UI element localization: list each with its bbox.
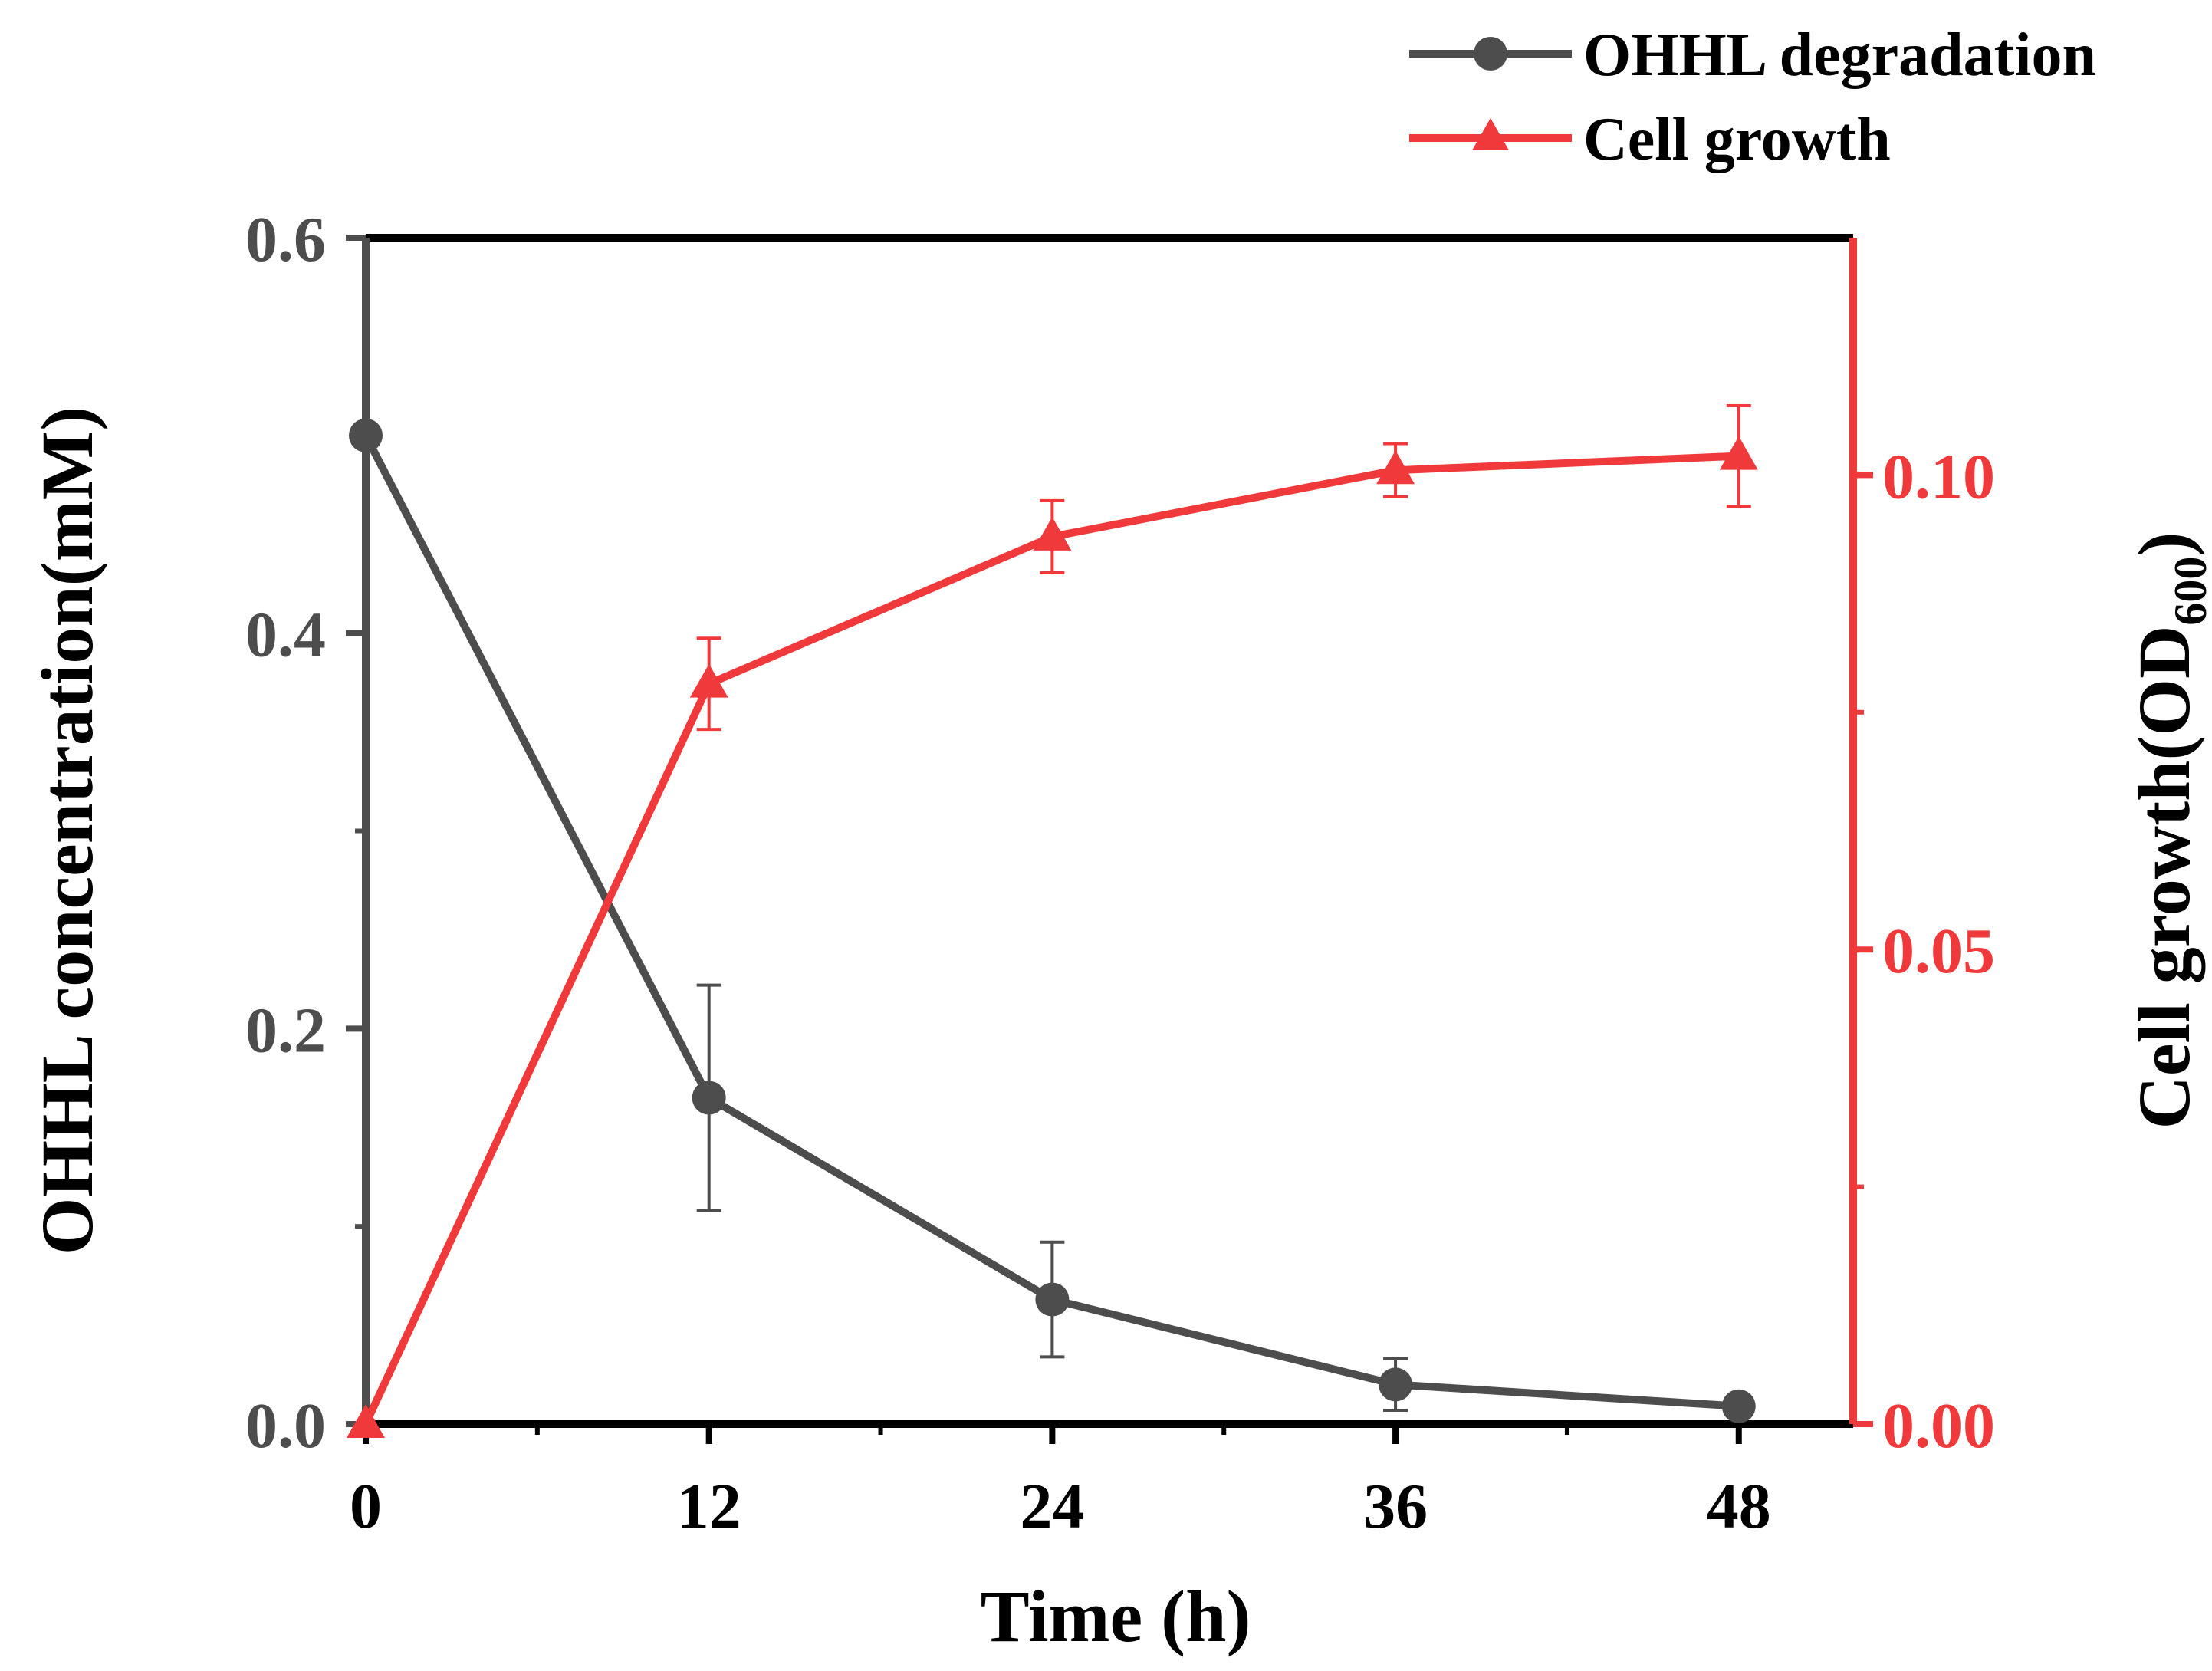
- data-point-cell-48: [1719, 436, 1758, 470]
- data-point-ohhl-36: [1379, 1367, 1413, 1402]
- right-tick-label-0: 0.00: [1882, 1390, 1995, 1462]
- data-point-cell-12: [689, 663, 728, 698]
- right-tick-label-1: 0.05: [1882, 916, 1995, 987]
- left-axis-ticks: 0.0 0.2 0.4 0.6: [245, 204, 366, 1462]
- data-point-ohhl-48: [1721, 1389, 1756, 1423]
- left-tick-label-3: 0.6: [245, 204, 326, 275]
- right-axis-title-subscript: 600: [2165, 557, 2212, 626]
- left-tick-label-0: 0.0: [245, 1390, 326, 1462]
- data-point-cell-36: [1376, 450, 1415, 485]
- left-axis-title: OHHL concentration(mM): [26, 406, 108, 1255]
- x-axis-ticks: 0 12 24 36 48: [350, 1424, 1771, 1542]
- x-tick-label-0: 0: [350, 1471, 382, 1542]
- legend-marker-cell: [1472, 118, 1509, 150]
- x-tick-label-36: 36: [1363, 1471, 1428, 1542]
- left-tick-label-1: 0.2: [245, 995, 326, 1066]
- legend-label-cell: Cell growth: [1583, 106, 1891, 173]
- right-axis-ticks: 0.00 0.05 0.10: [1853, 441, 1995, 1462]
- left-tick-label-2: 0.4: [245, 600, 326, 671]
- right-axis-title-main: Cell growth(OD: [2123, 626, 2205, 1130]
- data-point-cell-24: [1033, 516, 1072, 551]
- data-point-ohhl-24: [1035, 1282, 1070, 1317]
- x-axis-title: Time (h): [981, 1575, 1251, 1657]
- x-tick-label-48: 48: [1707, 1471, 1771, 1542]
- data-point-ohhl-0: [349, 418, 383, 452]
- legend-marker-ohhl: [1474, 37, 1507, 71]
- right-tick-label-2: 0.10: [1882, 441, 1995, 512]
- legend-label-ohhl: OHHL degradation: [1583, 21, 2096, 89]
- right-axis-title: Cell growth(OD600): [2123, 532, 2212, 1130]
- legend: OHHL degradation Cell growth: [1409, 21, 2096, 173]
- x-tick-label-12: 12: [677, 1471, 741, 1542]
- right-axis-title-end: ): [2123, 532, 2205, 557]
- data-point-cell-0: [347, 1404, 385, 1438]
- x-tick-label-24: 24: [1020, 1471, 1084, 1542]
- plot-frame: [362, 234, 1857, 1428]
- series-layer: [347, 404, 1758, 1438]
- data-point-ohhl-12: [692, 1081, 726, 1115]
